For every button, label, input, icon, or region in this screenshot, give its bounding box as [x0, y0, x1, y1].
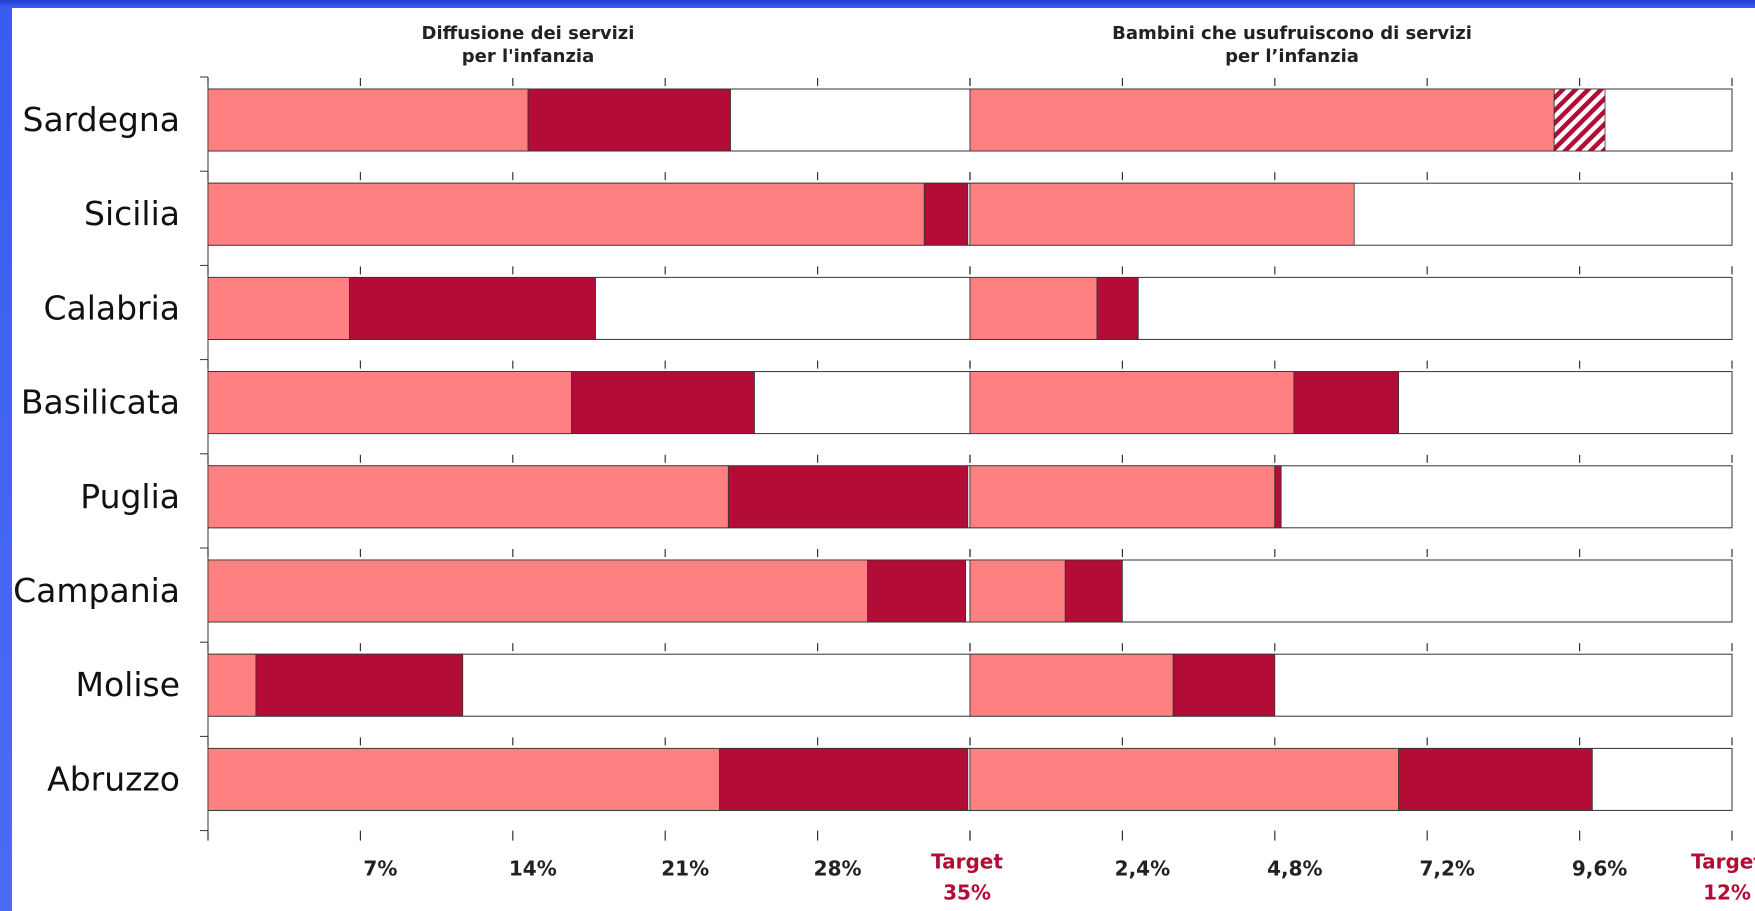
left-target-label: Target: [931, 850, 1003, 874]
left-bar-segment: [207, 465, 729, 529]
right-bar-segment: [1398, 748, 1593, 811]
category-label: Sicilia: [84, 194, 180, 233]
right-bar-segment: [969, 465, 1276, 529]
right-bar-segment: [969, 276, 1098, 340]
category-label: Calabria: [43, 288, 180, 327]
right-target-label: Target: [1691, 850, 1755, 874]
right-tick-label: 4,8%: [1267, 857, 1322, 881]
left-bar-segment: [719, 748, 969, 811]
left-bar-segment: [207, 653, 257, 717]
right-bar-segment: [969, 748, 1400, 811]
right-bar-segment: [1172, 653, 1276, 717]
left-tick-label: 21%: [661, 857, 709, 881]
category-label: Molise: [76, 665, 181, 704]
left-chart-title-line-2: per l'infanzia: [461, 46, 595, 67]
right-tick-label: 2,4%: [1115, 857, 1170, 881]
right-bar-segment: [969, 371, 1295, 435]
left-bar-segment: [207, 182, 925, 246]
left-bar-segment: [207, 371, 572, 435]
right-chart-title: Bambini che usufruiscono di servizi per …: [1082, 22, 1502, 68]
right-tick-label: 9,6%: [1572, 857, 1627, 881]
right-bar-segment: [969, 653, 1174, 717]
left-chart-title-line-1: Diffusione dei servizi: [421, 23, 635, 44]
left-bar-segment: [923, 182, 969, 246]
left-bar-segment: [207, 276, 350, 340]
left-bar-segment: [571, 371, 755, 435]
right-bar-segment: [1293, 371, 1400, 435]
right-target-label: 12%: [1703, 881, 1751, 905]
left-tick-label: 14%: [509, 857, 557, 881]
right-bar-segment: [1096, 276, 1139, 340]
category-label: Basilicata: [21, 383, 180, 422]
right-bar-segment: [969, 88, 1555, 152]
right-chart-title-line-2: per l’infanzia: [1225, 46, 1359, 67]
right-chart-title-line-1: Bambini che usufruiscono di servizi: [1112, 23, 1472, 44]
right-bar-segment: [1553, 88, 1606, 152]
left-bar-segment: [255, 653, 464, 717]
right-bar-segment: [1274, 465, 1282, 529]
category-label: Campania: [13, 571, 180, 610]
left-tick-label: 7%: [363, 857, 397, 881]
right-bar-segment: [969, 182, 1355, 246]
left-bar-segment: [867, 559, 967, 623]
right-tick-label: 7,2%: [1419, 857, 1474, 881]
left-bar-segment: [207, 559, 869, 623]
left-chart-title: Diffusione dei servizi per l'infanzia: [348, 22, 708, 68]
left-target-label: 35%: [943, 881, 991, 905]
left-bar-segment: [527, 88, 731, 152]
category-label: Abruzzo: [47, 759, 180, 798]
left-bar-segment: [349, 276, 596, 340]
left-tick-label: 28%: [814, 857, 862, 881]
category-label: Puglia: [80, 477, 180, 516]
left-bar-segment: [727, 465, 969, 529]
left-bar-segment: [207, 88, 529, 152]
bar-chart: Sardegna Sicilia Calabria Basilicata Puglia C…: [13, 76, 1755, 905]
right-bar-segment: [969, 559, 1066, 623]
chart-panel: Diffusione dei servizi per l'infanzia Ba…: [12, 8, 1755, 911]
category-label: Sardegna: [23, 100, 181, 139]
right-bar-segment: [1064, 559, 1123, 623]
left-bar-segment: [207, 748, 721, 811]
